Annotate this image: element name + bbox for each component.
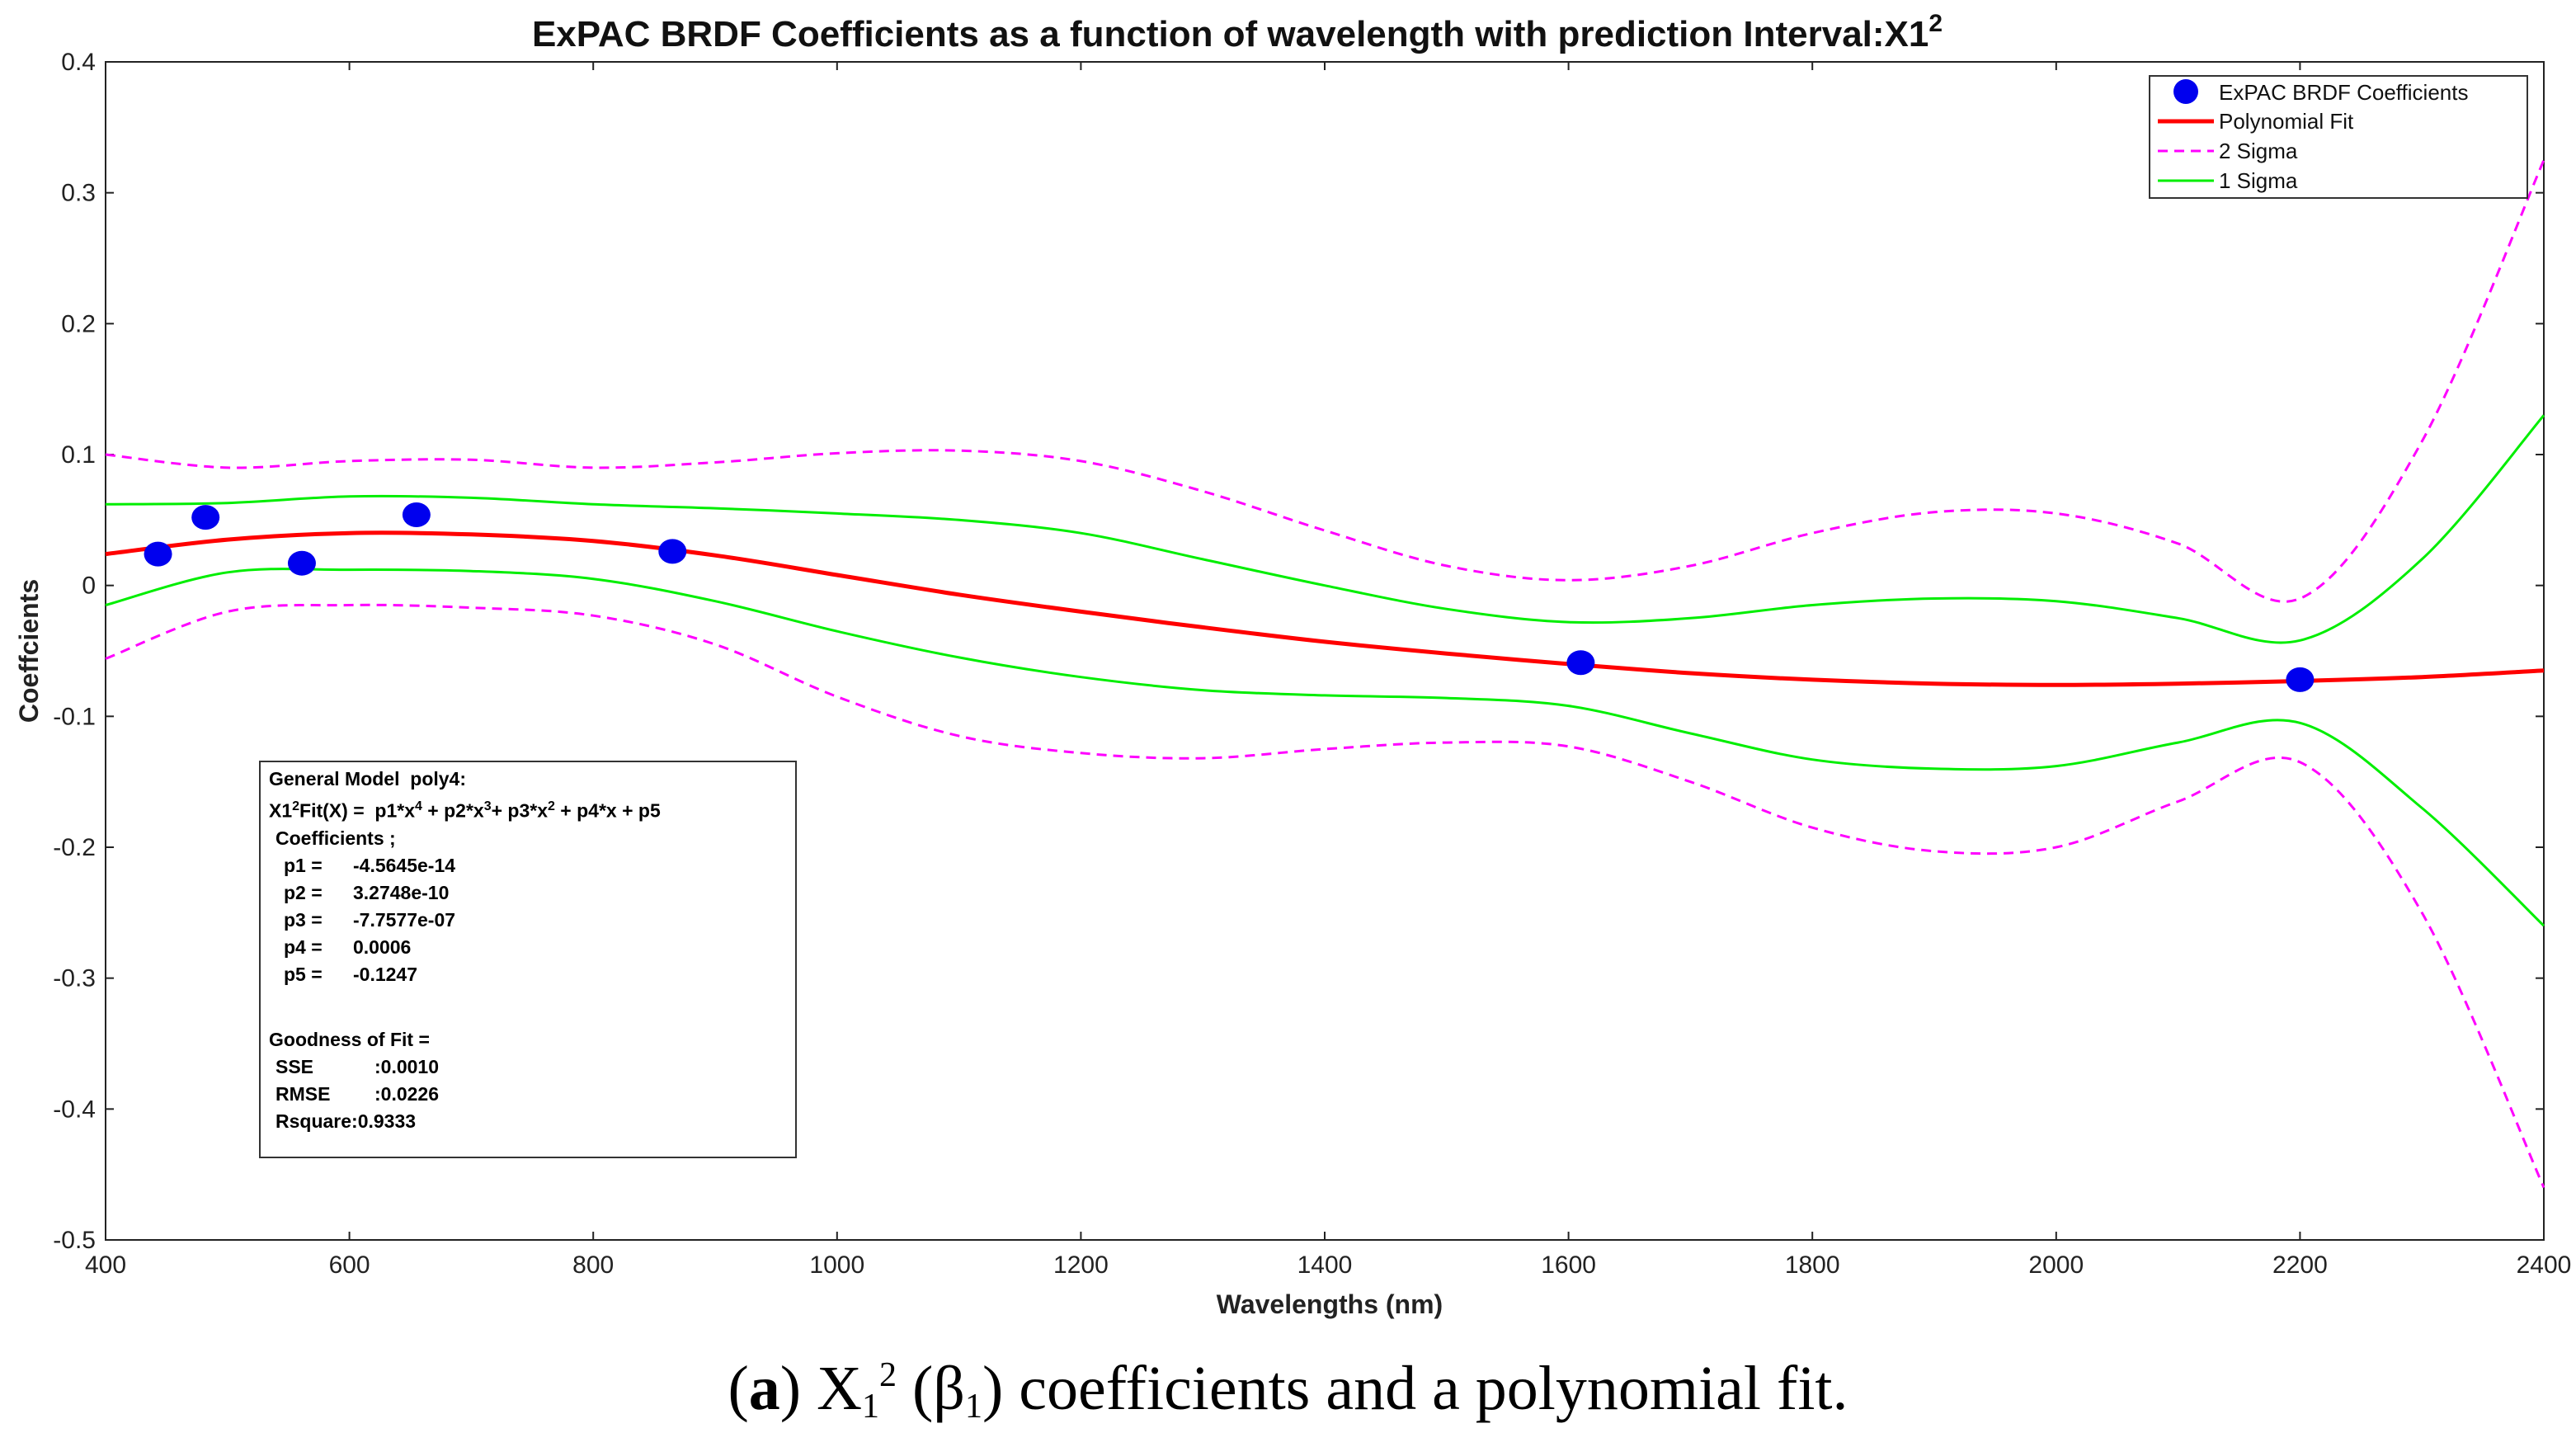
info-box-spacer	[269, 988, 795, 1026]
data-point	[658, 539, 687, 564]
gof-sse: SSE:0.0010	[275, 1055, 440, 1077]
model-formula: X12Fit(X) = p1*x4 + p2*x3+ p3*x2 + p4*x …	[269, 799, 661, 822]
coefficient-p2: p2 = 3.2748e-10	[284, 881, 450, 903]
x-tick-label: 2400	[2517, 1251, 2572, 1279]
coefficient-p4: p4 = 0.0006	[284, 936, 412, 958]
x-tick-label: 800	[572, 1251, 614, 1279]
coefficient-p3: p3 = -7.7577e-07	[284, 908, 456, 931]
points-layer	[144, 502, 2315, 692]
legend: ExPAC BRDF Coefficients Polynomial Fit 2…	[2149, 75, 2528, 199]
x-axis-ticks: 400 600 800 1000 1200 1400 1600 1800 2000 2200 240…	[85, 62, 2571, 1279]
y-tick-label: -0.1	[53, 703, 96, 730]
x-tick-label: 2000	[2028, 1251, 2084, 1279]
series-2-sigma-line	[105, 159, 2545, 603]
x-tick-label: 2200	[2272, 1251, 2328, 1279]
legend-label-points: ExPAC BRDF Coefficients	[2219, 80, 2468, 105]
data-point	[1566, 650, 1595, 676]
x-tick-label: 600	[329, 1251, 370, 1279]
caption-label: a	[748, 1354, 780, 1423]
series-polynomial-fit-line	[105, 530, 2545, 687]
chart: ExPAC BRDF Coefficients as a function of…	[14, 10, 2571, 1319]
y-tick-label: -0.2	[53, 834, 96, 861]
y-tick-label: 0.4	[61, 49, 96, 76]
series-1-sigma-line	[105, 568, 2545, 927]
series-layer	[105, 159, 2545, 1189]
y-tick-label: 0	[82, 573, 96, 600]
plot-area: 0.4 0.3 0.2 0.1 0 -0.1 -0.2 -0.3 -0.4 -0.5 400 600…	[53, 49, 2571, 1279]
legend-marker-points	[2173, 79, 2198, 104]
y-tick-label: -0.5	[53, 1227, 96, 1254]
data-point	[2286, 667, 2315, 692]
gof-rmse: RMSE:0.0226	[275, 1082, 440, 1105]
series-1-sigma-line	[105, 414, 2545, 644]
legend-label-fit: Polynomial Fit	[2219, 109, 2354, 134]
x-tick-label: 400	[85, 1251, 126, 1279]
y-tick-label: 0.1	[61, 441, 96, 469]
model-title: General Model poly4:	[269, 768, 466, 789]
x-tick-label: 1200	[1053, 1251, 1109, 1279]
caption-text: coefficients and a polynomial fit.	[1019, 1354, 1848, 1423]
y-tick-label: -0.3	[53, 965, 96, 992]
data-point	[191, 505, 220, 530]
x-axis-label: Wavelengths (nm)	[1217, 1289, 1443, 1319]
figure-caption: (a) X12 (β1) coefficients and a polynomi…	[728, 1354, 1848, 1426]
coefficient-p1: p1 = -4.5645e-14	[284, 854, 456, 876]
caption-beta: β	[933, 1354, 965, 1423]
y-axis-label: Coeffcients	[14, 579, 44, 723]
y-tick-label: -0.4	[53, 1096, 96, 1123]
legend-label-2sigma: 2 Sigma	[2219, 139, 2298, 163]
x-tick-label: 1800	[1785, 1251, 1840, 1279]
data-point	[402, 502, 431, 527]
y-axis-ticks: 0.4 0.3 0.2 0.1 0 -0.1 -0.2 -0.3 -0.4 -0.5	[53, 49, 2544, 1254]
x-tick-label: 1400	[1297, 1251, 1353, 1279]
x-tick-label: 1600	[1541, 1251, 1596, 1279]
caption-symbol: X	[817, 1354, 862, 1423]
y-tick-label: 0.3	[61, 180, 96, 207]
gof-rsquare: Rsquare:0.9333	[275, 1110, 417, 1132]
data-point	[144, 541, 172, 567]
series-2-sigma-line	[105, 603, 2545, 1189]
coefficient-p5: p5 = -0.1247	[284, 963, 418, 985]
legend-box	[2149, 75, 2528, 199]
x-tick-label: 1000	[809, 1251, 864, 1279]
y-tick-label: 0.2	[61, 310, 96, 337]
gof-label: Goodness of Fit =	[269, 1028, 430, 1050]
chart-title-superscript: 2	[1928, 10, 1943, 37]
legend-label-1sigma: 1 Sigma	[2219, 168, 2298, 193]
data-point	[287, 550, 316, 576]
fit-info-box: General Model poly4: X12Fit(X) = p1*x4 +…	[259, 761, 797, 1158]
coefficients-label: Coefficients ;	[275, 827, 396, 849]
chart-title: ExPAC BRDF Coefficients as a function of…	[532, 10, 1943, 54]
